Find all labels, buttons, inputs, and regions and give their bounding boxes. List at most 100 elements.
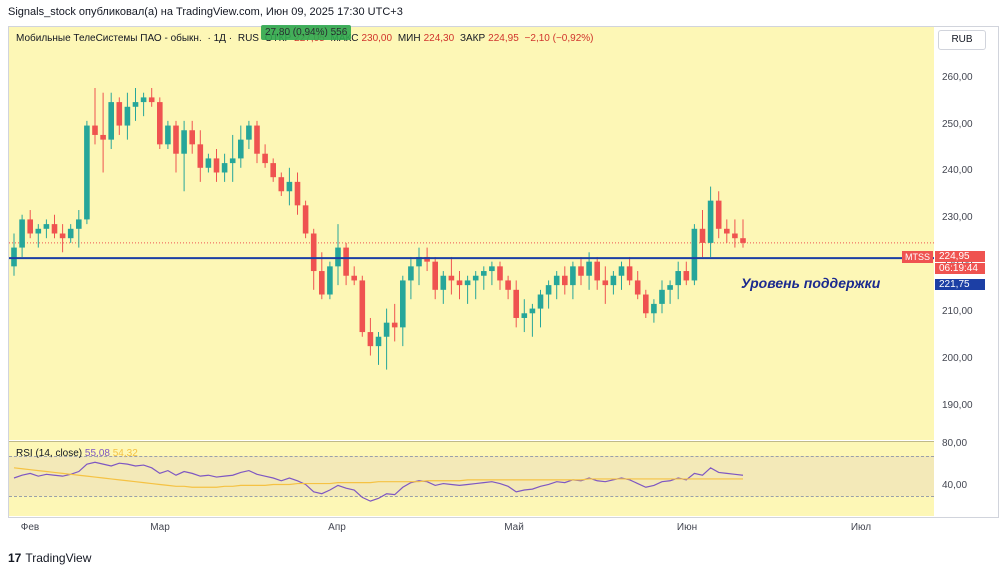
candle-body bbox=[715, 200, 722, 229]
y-tick-label: 200,00 bbox=[942, 353, 973, 365]
candle-body bbox=[238, 139, 244, 159]
candle-body bbox=[84, 125, 90, 220]
candle-body bbox=[578, 266, 584, 276]
candle-body bbox=[464, 280, 471, 286]
candle-body bbox=[675, 271, 681, 286]
candle-body bbox=[173, 125, 179, 154]
candle-body bbox=[416, 256, 422, 267]
candle-body bbox=[732, 233, 738, 239]
support-price-tag: 221,75 bbox=[935, 279, 985, 290]
footer: 17 TradingView bbox=[8, 551, 91, 565]
currency-button[interactable]: RUB bbox=[938, 30, 986, 50]
candle-body bbox=[545, 285, 552, 295]
candle-body bbox=[618, 266, 625, 276]
candle-body bbox=[140, 97, 147, 103]
overlay-badge: 27,80 (0,94%) 556 bbox=[261, 25, 352, 40]
candle-body bbox=[481, 271, 487, 276]
candle-body bbox=[456, 280, 463, 286]
candle-body bbox=[659, 289, 665, 304]
x-tick-label: Июн bbox=[676, 522, 698, 533]
close-value: 224,95 bbox=[488, 33, 519, 44]
candle-body bbox=[497, 266, 503, 281]
candle-body bbox=[67, 228, 74, 239]
rsi-upper-line bbox=[9, 456, 934, 457]
candle-body bbox=[367, 332, 374, 347]
candle-body bbox=[11, 247, 17, 267]
x-tick-label: Июл bbox=[850, 522, 872, 533]
candle-body bbox=[108, 102, 114, 140]
candle-body bbox=[513, 289, 519, 318]
candle-body bbox=[383, 322, 390, 337]
y-tick-label: 260,00 bbox=[942, 71, 973, 83]
ticker-tag: MTSS bbox=[902, 251, 934, 263]
instrument-name: Мобильные ТелеСистемы ПАО - обыкн. bbox=[16, 33, 202, 44]
low-label: МИН bbox=[397, 33, 421, 44]
candle-body bbox=[270, 163, 276, 178]
candle-body bbox=[92, 125, 98, 135]
candle-body bbox=[213, 158, 220, 173]
candle-body bbox=[740, 238, 746, 243]
candle-body bbox=[424, 256, 430, 262]
candle-body bbox=[294, 181, 301, 206]
candle-body bbox=[667, 285, 673, 290]
candle-body bbox=[124, 106, 131, 126]
candle-body bbox=[246, 125, 252, 140]
candle-body bbox=[165, 125, 171, 145]
candle-body bbox=[278, 177, 285, 192]
rsi-label: RSI (14, close) bbox=[16, 448, 83, 459]
candle-body bbox=[351, 275, 357, 281]
chart-frame bbox=[8, 26, 999, 518]
x-tick-label: Мар bbox=[150, 522, 170, 533]
candle-body bbox=[432, 261, 438, 290]
rsi-ma-value: 54,32 bbox=[112, 448, 138, 459]
candle-body bbox=[229, 158, 236, 164]
candle-body bbox=[310, 233, 317, 272]
candle-body bbox=[626, 266, 633, 281]
support-annotation: Уровень поддержки bbox=[741, 275, 881, 291]
candle-body bbox=[634, 280, 641, 295]
rsi-tick-40: 40,00 bbox=[942, 480, 968, 491]
candle-body bbox=[262, 153, 268, 164]
candle-body bbox=[448, 275, 455, 281]
candle-body bbox=[181, 130, 187, 154]
candle-body bbox=[116, 102, 123, 126]
candle-body bbox=[505, 280, 511, 290]
tradingview-logo-icon: 17 bbox=[8, 551, 22, 565]
candle-body bbox=[43, 224, 50, 229]
change-value: −2,10 (−0,92%) bbox=[524, 33, 594, 44]
rsi-band bbox=[9, 456, 934, 496]
candle-body bbox=[221, 163, 228, 173]
rsi-legend: RSI (14, close) 55,08 54,32 bbox=[16, 448, 138, 459]
candle-body bbox=[132, 102, 139, 107]
candle-body bbox=[19, 219, 25, 248]
candle-body bbox=[683, 271, 690, 281]
rsi-value: 55,08 bbox=[84, 448, 110, 459]
candle-body bbox=[343, 247, 349, 276]
candle-body bbox=[319, 271, 325, 295]
candle-body bbox=[157, 102, 163, 145]
candle-body bbox=[537, 294, 544, 309]
high-value: 230,00 bbox=[361, 33, 393, 44]
main-plot-area[interactable] bbox=[9, 27, 934, 440]
candle-body bbox=[327, 266, 333, 295]
close-label: ЗАКР bbox=[459, 33, 486, 44]
exchange-label: RUS bbox=[237, 33, 259, 44]
candle-body bbox=[408, 266, 414, 281]
candle-body bbox=[699, 228, 706, 243]
countdown-tag: 06:19:44 bbox=[935, 263, 985, 274]
candle-body bbox=[148, 97, 155, 103]
candle-body bbox=[440, 275, 447, 290]
y-tick-label: 240,00 bbox=[942, 165, 973, 177]
candle-body bbox=[254, 125, 260, 154]
y-tick-label: 250,00 bbox=[942, 118, 973, 130]
candle-body bbox=[27, 219, 33, 234]
candle-body bbox=[691, 228, 698, 281]
candle-body bbox=[707, 200, 714, 243]
candle-body bbox=[76, 219, 82, 229]
candle-body bbox=[400, 280, 406, 328]
candle-body bbox=[610, 275, 617, 286]
y-tick-label: 210,00 bbox=[942, 306, 973, 318]
rsi-pane[interactable] bbox=[9, 441, 934, 516]
candle-body bbox=[570, 266, 576, 286]
